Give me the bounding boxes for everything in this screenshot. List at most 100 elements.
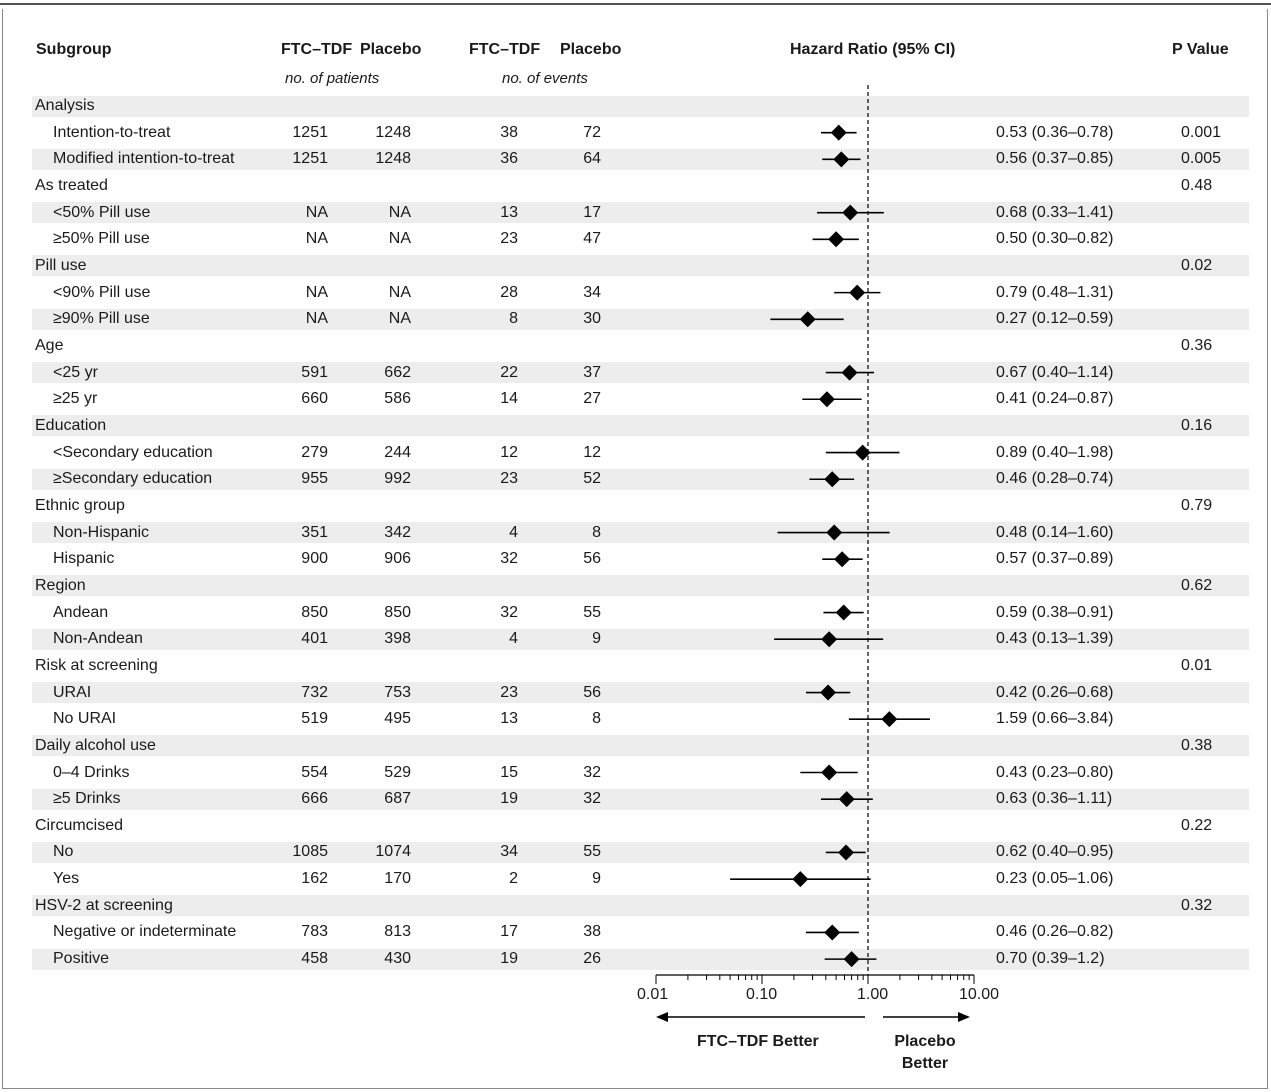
favors-placebo-label-1: Placebo bbox=[894, 1033, 956, 1050]
header-placebo-events: Placebo bbox=[560, 41, 622, 58]
ftc-events-cell: 13 bbox=[500, 203, 518, 221]
subgroup-label: Intention-to-treat bbox=[53, 123, 171, 141]
row-band bbox=[32, 628, 1249, 650]
placebo-patients-cell: 170 bbox=[384, 870, 411, 888]
subgroup-label: Hispanic bbox=[53, 550, 115, 568]
hr-ci-cell: 0.50 (0.30–0.82) bbox=[996, 230, 1114, 248]
placebo-events-cell: 64 bbox=[583, 150, 601, 168]
point-estimate-marker bbox=[841, 364, 858, 381]
ftc-patients-cell: 732 bbox=[301, 683, 328, 701]
group-label: Circumcised bbox=[35, 816, 124, 834]
point-estimate-marker bbox=[824, 471, 841, 488]
ftc-patients-cell: 279 bbox=[301, 443, 328, 461]
ftc-events-cell: 23 bbox=[500, 470, 518, 488]
ftc-events-cell: 12 bbox=[500, 443, 518, 461]
ftc-events-cell: 8 bbox=[509, 310, 518, 328]
hr-ci-cell: 0.59 (0.38–0.91) bbox=[996, 603, 1114, 621]
ftc-patients-cell: 1251 bbox=[292, 123, 328, 141]
subgroup-label: Non-Hispanic bbox=[53, 523, 150, 541]
row-band bbox=[32, 682, 1249, 704]
placebo-events-cell: 72 bbox=[583, 123, 601, 141]
subgroup-label: <Secondary education bbox=[53, 443, 213, 461]
group-label: Analysis bbox=[35, 97, 95, 114]
ftc-events-cell: 19 bbox=[500, 950, 518, 968]
point-estimate-marker bbox=[881, 711, 898, 728]
group-label: Pill use bbox=[35, 256, 87, 274]
ftc-patients-cell: 900 bbox=[301, 550, 328, 568]
hr-ci-cell: 0.67 (0.40–1.14) bbox=[996, 363, 1114, 381]
ftc-events-cell: 2 bbox=[509, 870, 518, 888]
p-value-cell: 0.16 bbox=[1181, 416, 1213, 434]
ftc-patients-cell: 783 bbox=[301, 923, 328, 941]
subgroup-label: <90% Pill use bbox=[53, 283, 151, 301]
placebo-patients-cell: 586 bbox=[384, 390, 411, 408]
ftc-events-cell: 23 bbox=[500, 230, 518, 248]
placebo-patients-cell: 398 bbox=[384, 630, 411, 648]
p-value-cell: 0.22 bbox=[1181, 816, 1213, 834]
ftc-patients-cell: NA bbox=[305, 283, 328, 301]
ftc-events-cell: 34 bbox=[500, 843, 518, 861]
tick-label-10.00: 10.00 bbox=[959, 986, 1000, 1003]
ftc-events-cell: 14 bbox=[500, 390, 518, 408]
placebo-events-cell: 9 bbox=[592, 870, 601, 888]
p-value-cell: 0.01 bbox=[1181, 656, 1213, 674]
subgroup-label: No bbox=[53, 843, 74, 861]
hr-ci-cell: 0.41 (0.24–0.87) bbox=[996, 390, 1114, 408]
ftc-patients-cell: NA bbox=[305, 310, 328, 328]
hr-ci-cell: 0.56 (0.37–0.85) bbox=[996, 150, 1114, 168]
placebo-events-cell: 12 bbox=[583, 443, 601, 461]
tick-label-0.10: 0.10 bbox=[746, 986, 778, 1003]
subgroup-label: ≥50% Pill use bbox=[53, 230, 150, 248]
ftc-events-cell: 22 bbox=[500, 363, 518, 381]
placebo-patients-cell: 1248 bbox=[375, 150, 411, 168]
ftc-events-cell: 36 bbox=[500, 150, 518, 168]
ftc-events-cell: 13 bbox=[500, 710, 518, 728]
ftc-patients-cell: 351 bbox=[301, 523, 328, 541]
point-estimate-marker bbox=[843, 951, 860, 968]
subgroup-label: ≥90% Pill use bbox=[53, 310, 150, 328]
point-estimate-marker bbox=[842, 204, 859, 221]
group-label: Risk at screening bbox=[35, 656, 158, 674]
hr-ci-cell: 0.43 (0.13–1.39) bbox=[996, 630, 1114, 648]
ftc-events-cell: 32 bbox=[500, 550, 518, 568]
header-hazard-ratio: Hazard Ratio (95% CI) bbox=[790, 41, 956, 58]
placebo-events-cell: 17 bbox=[583, 203, 601, 221]
placebo-events-cell: 56 bbox=[583, 683, 601, 701]
favors-ftc-label: FTC–TDF Better bbox=[697, 1033, 819, 1050]
row-band bbox=[32, 788, 1249, 810]
subgroup-label: 0–4 Drinks bbox=[53, 763, 130, 781]
hr-ci-cell: 1.59 (0.66–3.84) bbox=[996, 710, 1114, 728]
ftc-events-cell: 28 bbox=[500, 283, 518, 301]
placebo-patients-cell: 850 bbox=[384, 603, 411, 621]
placebo-events-cell: 34 bbox=[583, 283, 601, 301]
point-estimate-marker bbox=[828, 231, 845, 248]
hr-ci-cell: 0.43 (0.23–0.80) bbox=[996, 763, 1114, 781]
subgroup-label: Negative or indeterminate bbox=[53, 923, 237, 941]
p-value-cell: 0.001 bbox=[1181, 123, 1222, 141]
ftc-events-cell: 38 bbox=[500, 123, 518, 141]
header-p-value: P Value bbox=[1172, 41, 1229, 58]
point-estimate-marker bbox=[830, 124, 847, 141]
subgroup-label: Andean bbox=[53, 603, 109, 621]
figure-frame bbox=[2, 9, 1268, 1089]
placebo-patients-cell: 1248 bbox=[375, 123, 411, 141]
hr-ci-cell: 0.53 (0.36–0.78) bbox=[996, 123, 1114, 141]
placebo-patients-cell: 1074 bbox=[375, 843, 411, 861]
p-value-cell: 0.36 bbox=[1181, 336, 1213, 354]
placebo-events-cell: 27 bbox=[583, 390, 601, 408]
ftc-events-cell: 23 bbox=[500, 683, 518, 701]
point-estimate-marker bbox=[821, 764, 838, 781]
placebo-patients-cell: NA bbox=[388, 203, 411, 221]
placebo-events-cell: 32 bbox=[583, 790, 601, 808]
placebo-patients-cell: 992 bbox=[384, 470, 411, 488]
ftc-patients-cell: 660 bbox=[301, 390, 328, 408]
ftc-patients-cell: 1251 bbox=[292, 150, 328, 168]
ftc-events-cell: 15 bbox=[500, 763, 518, 781]
row-band bbox=[32, 735, 1249, 757]
p-value-cell: 0.32 bbox=[1181, 896, 1213, 914]
group-label: As treated bbox=[35, 176, 108, 194]
hr-ci-cell: 0.23 (0.05–1.06) bbox=[996, 870, 1114, 888]
hr-ci-cell: 0.89 (0.40–1.98) bbox=[996, 443, 1114, 461]
group-label: Education bbox=[35, 416, 107, 434]
